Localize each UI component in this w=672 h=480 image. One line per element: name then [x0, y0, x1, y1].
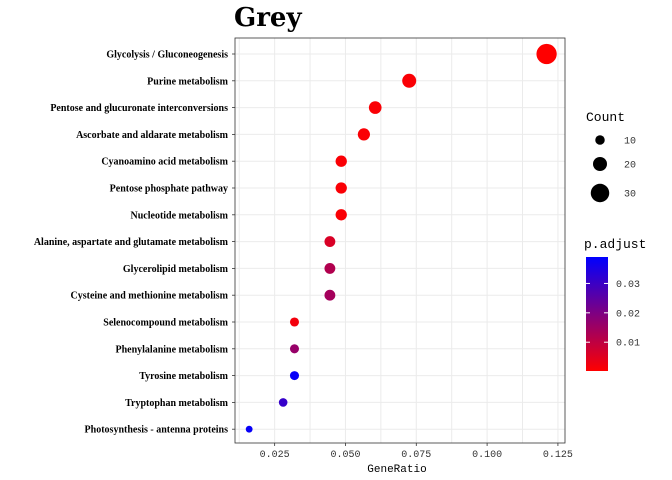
chart-title: Grey	[234, 3, 302, 33]
data-point	[324, 262, 336, 274]
p-adjust-legend: p.adjust 0.01 0.02 0.03	[584, 237, 646, 371]
panel-border	[234, 37, 566, 444]
y-tick-label: Selenocompound metabolism	[103, 318, 228, 329]
x-tick-label: 0.075	[401, 450, 431, 461]
y-tick-label: Purine metabolism	[147, 76, 228, 87]
y-tick-label: Alanine, aspartate and glutamate metabol…	[34, 237, 229, 248]
y-tick-label: Photosynthesis - antenna proteins	[85, 425, 229, 436]
data-point	[324, 236, 336, 248]
y-tick-label: Phenylalanine metabolism	[115, 344, 228, 355]
colorbar-label: 0.02	[616, 309, 640, 320]
colorbar-label: 0.03	[616, 280, 640, 291]
count-legend-key	[595, 135, 605, 145]
count-legend: Count 10 20 30	[586, 110, 636, 203]
x-tick-label: 0.025	[260, 450, 290, 461]
data-point	[357, 128, 370, 141]
data-point	[402, 73, 417, 88]
plot-panel	[234, 37, 566, 444]
y-tick-label: Cysteine and methionine metabolism	[71, 291, 229, 302]
y-tick-label: Glycerolipid metabolism	[123, 264, 229, 275]
p-adjust-legend-title: p.adjust	[584, 237, 646, 252]
count-legend-label: 20	[624, 161, 636, 172]
y-tick-label: Ascorbate and aldarate metabolism	[76, 130, 229, 141]
y-tick-label: Pentose phosphate pathway	[110, 184, 228, 195]
data-point	[335, 155, 347, 167]
colorbar-label: 0.01	[616, 339, 640, 350]
y-tick-label: Nucleotide metabolism	[131, 210, 229, 221]
count-legend-label: 30	[624, 190, 636, 201]
x-tick-label: 0.050	[330, 450, 360, 461]
y-tick-label: Tryptophan metabolism	[125, 398, 229, 409]
data-point	[335, 182, 347, 194]
count-legend-title: Count	[586, 110, 625, 125]
data-point	[289, 371, 300, 381]
data-point	[335, 209, 347, 221]
data-point	[289, 317, 300, 327]
data-point	[289, 344, 300, 354]
y-tick-label: Pentose and glucuronate interconversions	[50, 103, 228, 114]
y-axis-labels: Glycolysis / Gluconeogenesis Purine metab…	[34, 50, 235, 436]
count-legend-key	[593, 157, 607, 171]
count-legend-key	[590, 183, 610, 203]
data-point	[278, 398, 288, 407]
p-adjust-colorbar	[586, 257, 608, 371]
data-point	[368, 101, 382, 114]
x-tick-label: 0.125	[543, 450, 573, 461]
data-point	[536, 43, 557, 65]
data-point	[324, 289, 336, 301]
panel-background	[235, 38, 565, 443]
x-axis: 0.025 0.050 0.075 0.100 0.125	[260, 443, 573, 461]
y-tick-label: Glycolysis / Gluconeogenesis	[106, 50, 228, 61]
x-axis-title: GeneRatio	[367, 464, 426, 476]
data-point	[245, 425, 253, 433]
x-tick-label: 0.100	[472, 450, 502, 461]
count-legend-label: 10	[624, 137, 636, 148]
y-tick-label: Tyrosine metabolism	[139, 371, 228, 382]
y-tick-label: Cyanoamino acid metabolism	[101, 157, 228, 168]
